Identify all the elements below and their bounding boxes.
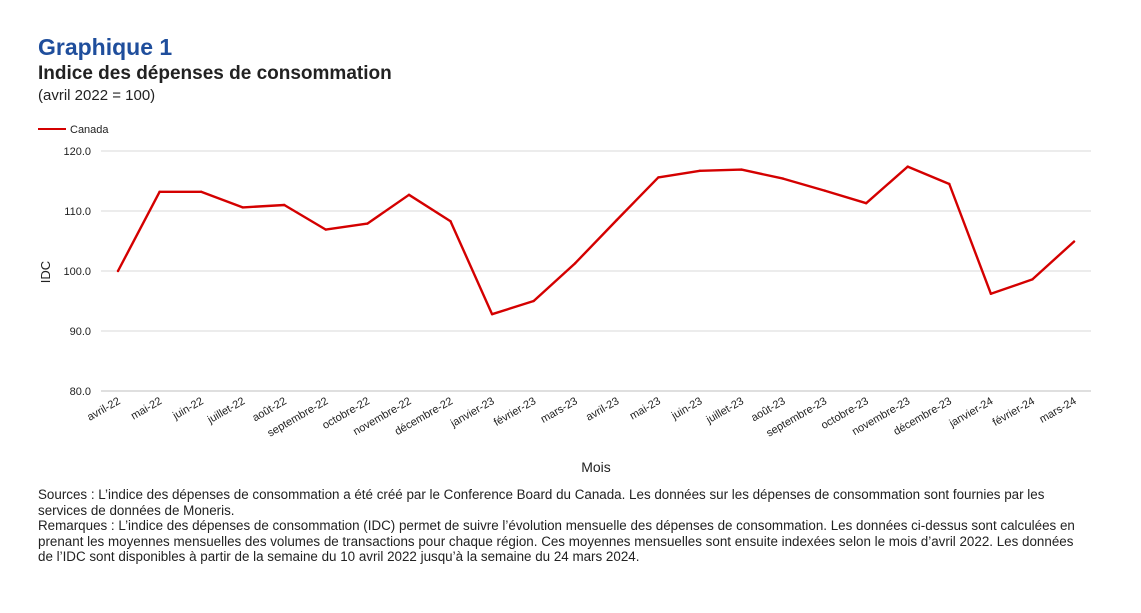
sources-note: Sources : L’indice des dépenses de conso… xyxy=(38,487,1045,518)
data-point xyxy=(781,177,785,180)
x-tick-label: janvier-24 xyxy=(947,395,996,430)
x-tick-label: février-24 xyxy=(991,395,1037,429)
data-point xyxy=(823,189,826,192)
data-point xyxy=(989,292,993,295)
data-point xyxy=(366,222,369,225)
data-point xyxy=(698,169,702,172)
y-tick-label: 90.0 xyxy=(70,326,91,338)
data-point xyxy=(740,168,743,171)
y-tick-label: 120.0 xyxy=(63,146,91,158)
x-tick-label: avril-22 xyxy=(85,395,122,423)
chart-heading: Graphique 1 Indice des dépenses de conso… xyxy=(38,34,392,105)
x-tick-label: février-23 xyxy=(492,395,538,429)
x-tick-label: juillet-23 xyxy=(704,395,746,426)
data-point xyxy=(116,269,120,273)
remarks-note: Remarques : L’indice des dépenses de con… xyxy=(38,518,1075,564)
series-line-canada xyxy=(116,165,1076,316)
line-chart: Canada 80.0 90.0 100.0 110.0 120.0 avril-22 m… xyxy=(38,124,1091,475)
data-point xyxy=(449,220,452,223)
data-point xyxy=(324,228,328,231)
x-tick-label: juillet-22 xyxy=(205,395,247,426)
legend: Canada xyxy=(38,124,109,136)
x-tick-label: mai-23 xyxy=(628,395,663,422)
data-point xyxy=(657,176,660,179)
data-point xyxy=(1072,240,1076,243)
data-point xyxy=(283,203,286,207)
legend-label-canada: Canada xyxy=(70,124,109,136)
data-point xyxy=(490,313,494,316)
chart-number: Graphique 1 xyxy=(38,34,173,60)
data-point xyxy=(407,193,411,196)
data-point xyxy=(158,190,161,193)
y-axis-label: IDC xyxy=(38,261,53,283)
data-point xyxy=(615,218,618,222)
x-axis-label: Mois xyxy=(581,459,611,475)
data-point xyxy=(199,190,203,193)
x-tick-label: mars-23 xyxy=(539,395,580,426)
chart-title: Indice des dépenses de consommation xyxy=(38,63,392,84)
chart-subtitle: (avril 2022 = 100) xyxy=(38,87,156,104)
x-tick-label: juin-23 xyxy=(669,395,704,422)
x-tick-label: mars-24 xyxy=(1038,395,1079,426)
data-point xyxy=(241,206,244,209)
x-tick-label: juin-22 xyxy=(170,395,205,422)
y-tick-label: 80.0 xyxy=(70,386,91,398)
x-tick-label: avril-23 xyxy=(584,395,621,423)
y-tick-label: 100.0 xyxy=(63,266,91,278)
data-point xyxy=(906,165,909,168)
data-point xyxy=(532,299,535,303)
chart-notes: Sources : L’indice des dépenses de conso… xyxy=(38,487,1088,565)
data-point xyxy=(864,202,868,205)
y-tick-label: 110.0 xyxy=(64,206,91,218)
data-point xyxy=(948,182,951,186)
data-point xyxy=(574,262,577,265)
x-tick-label: mai-22 xyxy=(129,395,164,422)
x-tick-label: janvier-23 xyxy=(448,395,497,430)
data-point xyxy=(1031,278,1034,281)
